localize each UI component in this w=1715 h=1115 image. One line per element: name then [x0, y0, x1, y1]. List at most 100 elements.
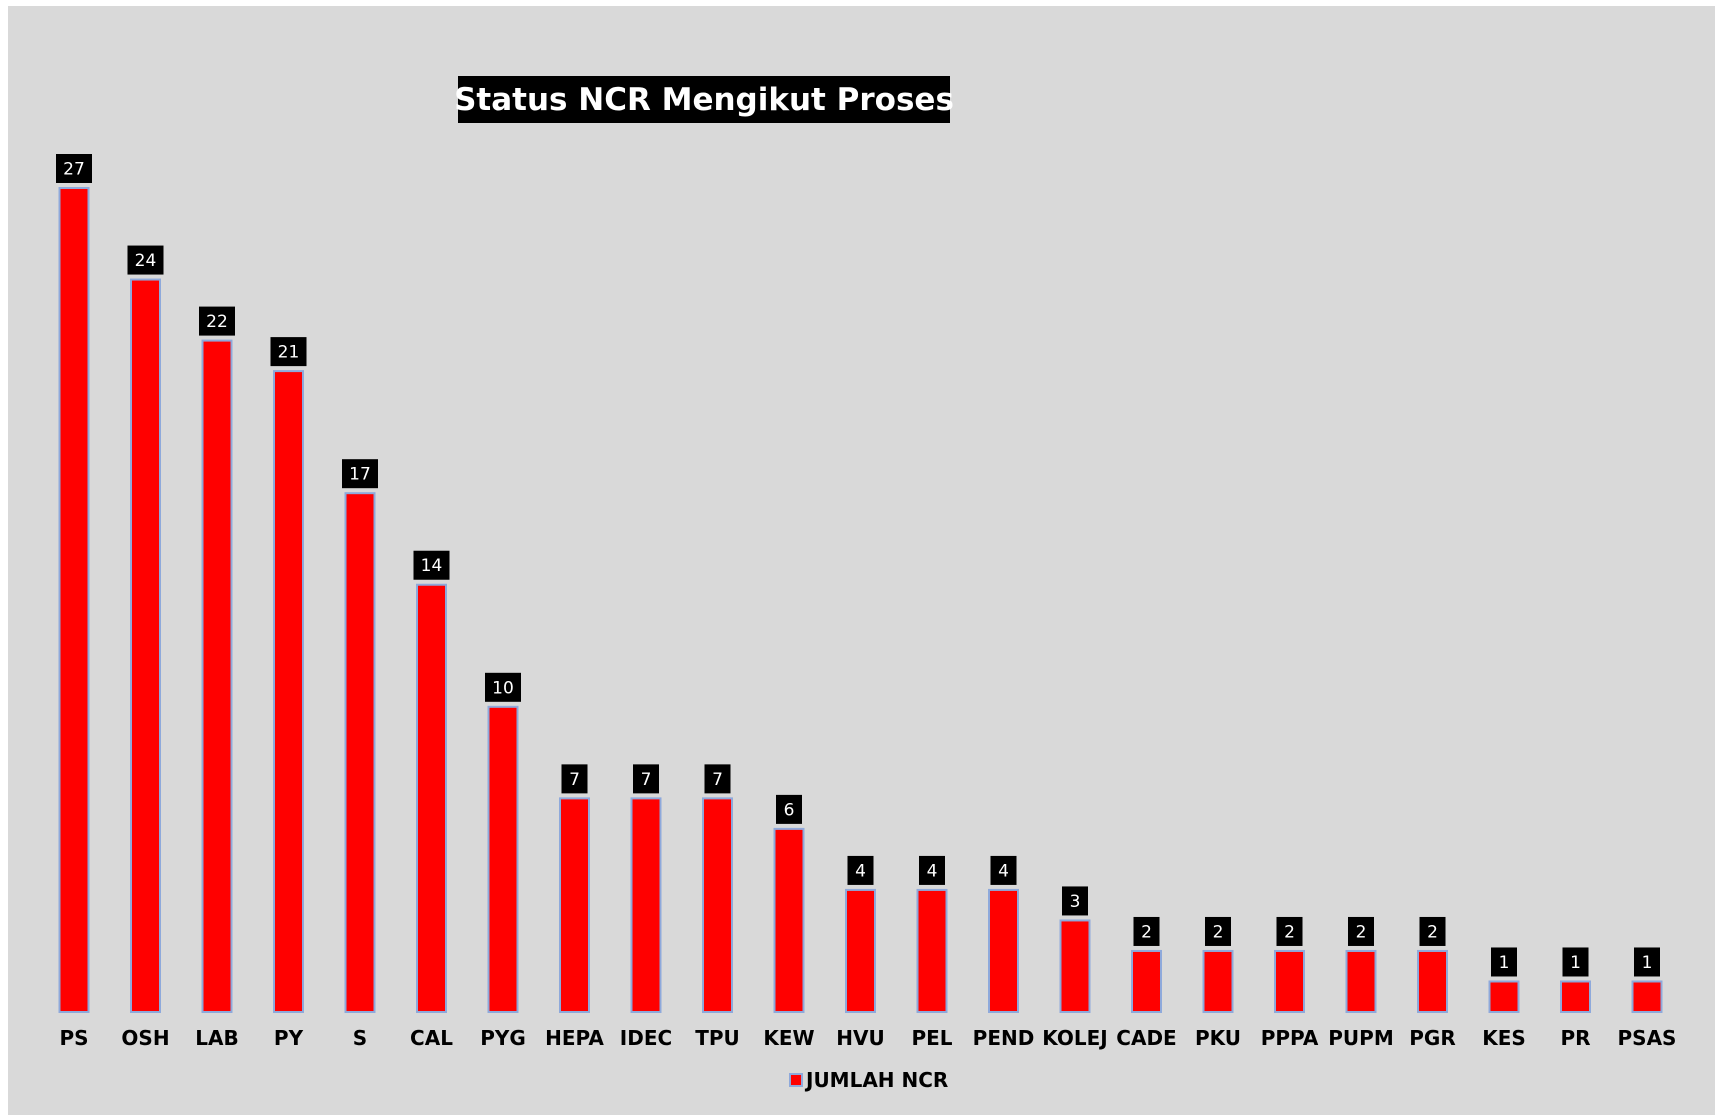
bar-pend: [988, 888, 1019, 1013]
bar-pr: [1560, 980, 1591, 1014]
bar-s: [344, 492, 376, 1013]
data-label-box: [270, 337, 307, 367]
data-label-box: [990, 855, 1017, 885]
data-label-box: [342, 459, 378, 489]
bar-pgr: [1417, 949, 1448, 1013]
data-label-kolej: 3: [1062, 886, 1088, 916]
bar-osh: [130, 278, 161, 1013]
data-label-pupm: 2: [1348, 916, 1374, 946]
data-label-idec: 7: [633, 764, 659, 794]
data-label-box: [1491, 947, 1517, 977]
data-label-value: 4: [927, 861, 938, 881]
category-label-pel: PEL: [911, 1026, 952, 1050]
bar-pyg: [487, 705, 519, 1013]
bar-cal: [416, 583, 447, 1013]
bar-tpu: [702, 797, 733, 1013]
data-label-kes: 1: [1491, 947, 1517, 977]
bar-psas: [1631, 980, 1663, 1014]
data-label-value: 7: [569, 770, 580, 790]
data-label-value: 1: [1499, 953, 1510, 973]
bar-pppa: [1274, 949, 1305, 1013]
category-label-pku: PKU: [1195, 1026, 1241, 1050]
data-label-box: [776, 794, 802, 824]
bar-kew: [773, 827, 805, 1014]
chart-title-text: Status NCR Mengikut Proses: [454, 82, 954, 118]
category-label-idec: IDEC: [620, 1026, 672, 1050]
data-label-value: 7: [641, 770, 652, 790]
data-label-box: [485, 672, 521, 702]
data-label-pyg: 10: [485, 672, 521, 702]
category-label-lab: LAB: [195, 1026, 238, 1050]
category-label-cal: CAL: [410, 1026, 453, 1050]
data-label-pku: 2: [1205, 916, 1231, 946]
data-label-tpu: 7: [704, 764, 731, 794]
data-label-value: 6: [784, 800, 795, 820]
data-label-value: 22: [206, 312, 228, 332]
category-label-pupm: PUPM: [1328, 1026, 1393, 1050]
bar-py: [273, 370, 304, 1014]
category-label-kolej: KOLEJ: [1042, 1026, 1107, 1050]
data-label-hepa: 7: [561, 764, 588, 794]
bar-cade: [1131, 949, 1162, 1013]
category-label-psas: PSAS: [1618, 1026, 1677, 1050]
category-label-pend: PEND: [973, 1026, 1035, 1050]
bars-layer: [58, 187, 1663, 1014]
data-label-value: 2: [1213, 922, 1224, 942]
data-label-value: 7: [712, 770, 723, 790]
data-label-value: 4: [998, 861, 1009, 881]
data-label-box: [199, 306, 235, 336]
category-label-pr: PR: [1560, 1026, 1590, 1050]
data-label-osh: 24: [127, 245, 164, 275]
data-label-cal: 14: [413, 550, 450, 580]
data-label-box: [1205, 916, 1231, 946]
data-label-box: [1133, 916, 1160, 946]
data-label-pel: 4: [919, 855, 945, 885]
bar-lab: [201, 339, 233, 1013]
chart-area: Status NCR Mengikut Proses 27 24 22 21 17 14 1…: [8, 6, 1715, 1115]
data-label-box: [561, 764, 588, 794]
data-label-ps: 27: [56, 154, 92, 183]
data-label-value: 2: [1427, 922, 1438, 942]
data-label-box: [127, 245, 164, 275]
data-label-pppa: 2: [1276, 916, 1303, 946]
bar-hvu: [845, 888, 876, 1013]
bar-kes: [1488, 980, 1520, 1014]
data-label-value: 4: [855, 861, 866, 881]
data-label-hvu: 4: [847, 855, 874, 885]
data-label-value: 2: [1141, 922, 1152, 942]
bar-idec: [630, 797, 662, 1013]
data-label-s: 17: [342, 459, 378, 489]
data-label-value: 10: [492, 678, 514, 698]
data-label-value: 21: [278, 343, 300, 363]
data-label-pend: 4: [990, 855, 1017, 885]
data-label-box: [1562, 947, 1589, 977]
data-label-box: [633, 764, 659, 794]
data-label-value: 1: [1570, 953, 1581, 973]
data-label-box: [1062, 886, 1088, 916]
data-label-value: 27: [63, 160, 85, 180]
data-label-pgr: 2: [1419, 916, 1446, 946]
category-labels-layer: PS OSH LAB PY S CAL PYG HEPA IDEC TPU KEW HVU PEL PEN…: [59, 1026, 1676, 1050]
category-label-kes: KES: [1482, 1026, 1526, 1050]
category-label-ps: PS: [59, 1026, 88, 1050]
category-label-py: PY: [274, 1026, 304, 1050]
legend-label: JUMLAH NCR: [804, 1068, 948, 1092]
data-label-box: [1276, 916, 1303, 946]
category-label-s: S: [353, 1026, 367, 1050]
category-label-tpu: TPU: [695, 1026, 740, 1050]
data-label-pr: 1: [1562, 947, 1589, 977]
category-label-hepa: HEPA: [545, 1026, 604, 1050]
data-label-value: 2: [1356, 922, 1367, 942]
legend: JUMLAH NCR: [789, 1068, 948, 1092]
data-label-box: [1348, 916, 1374, 946]
category-label-hvu: HVU: [836, 1026, 884, 1050]
data-label-cade: 2: [1133, 916, 1160, 946]
bar-chart: Status NCR Mengikut Proses 2724222117141…: [56, 76, 1676, 1092]
data-label-lab: 22: [199, 306, 235, 336]
data-label-box: [919, 855, 945, 885]
data-label-box: [56, 154, 92, 183]
data-label-value: 14: [421, 556, 443, 576]
category-label-pyg: PYG: [480, 1026, 526, 1050]
data-label-psas: 1: [1634, 947, 1660, 977]
